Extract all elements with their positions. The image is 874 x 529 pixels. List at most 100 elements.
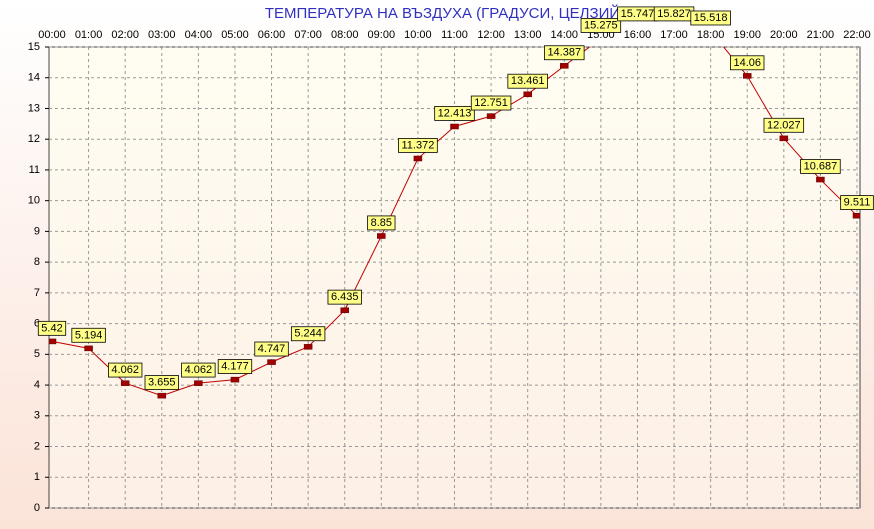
x-tick-label: 01:00 [75,29,103,41]
y-tick-label: 0 [34,502,40,514]
point-marker [816,176,825,183]
y-tick-label: 15 [28,41,40,53]
data-label: 5.42 [41,322,62,334]
data-label: 10.687 [804,160,838,172]
y-tick-label: 2 [34,440,40,452]
point-marker [303,344,313,350]
data-label-box [800,159,841,174]
data-label: 14.06 [733,57,761,69]
data-label: 4.062 [111,364,139,376]
data-label: 15.275 [584,19,618,31]
x-tick-label: 02:00 [111,29,139,41]
x-tick-label: 04:00 [185,29,213,41]
x-tick-label: 16:00 [624,29,652,41]
data-label-box [217,359,253,374]
y-tick-label: 5 [34,348,40,360]
point-marker [523,91,532,98]
point-marker [120,380,130,386]
data-label: 12.413 [438,107,472,119]
data-label-box [71,327,106,343]
x-tick-label: 11:00 [441,29,468,41]
point-marker [377,233,386,239]
x-tick-label: 09:00 [368,29,396,41]
x-tick-label: 19:00 [733,29,761,41]
data-label: 4.177 [221,361,249,373]
y-tick-label: 3 [34,410,40,422]
x-tick-label: 20:00 [770,29,798,41]
data-label: 13.461 [511,75,545,87]
x-tick-label: 07:00 [294,29,322,41]
data-label-box [544,45,585,61]
point-marker [194,380,203,386]
x-tick-label: 00:00 [38,29,66,41]
data-label: 3.655 [148,377,176,389]
data-label-box [290,326,326,342]
data-label-box [730,55,765,71]
point-marker [450,123,459,130]
y-tick-label: 13 [28,102,40,114]
point-marker [742,73,752,79]
y-tick-label: 10 [28,195,40,207]
x-tick-label: 10:00 [404,29,432,41]
point-marker [413,155,423,162]
data-label: 5.244 [294,328,322,340]
y-tick-label: 14 [28,72,40,84]
series-group [49,47,860,399]
x-tick-label: 17:00 [660,29,688,41]
data-label-box [254,341,289,357]
data-label: 5.194 [75,329,103,341]
x-tick-label: 22:00 [843,29,871,41]
point-marker [84,345,93,352]
x-tick-label: 13:00 [514,29,542,41]
data-label-box [507,73,548,89]
data-label-box [181,362,216,378]
data-label: 15.827 [657,8,691,20]
point-marker [486,113,496,119]
x-tick-label: 12:00 [477,29,505,41]
x-tick-label: 18:00 [697,29,725,41]
y-tick-label: 9 [34,225,40,237]
x-tick-label: 05:00 [221,29,249,41]
x-tick-label: 14:00 [551,29,579,41]
data-label-box [144,375,179,390]
point-marker [852,212,860,219]
point-marker [157,392,167,399]
data-label-box [398,138,438,153]
chart-title: ТЕМПЕРАТУРА НА ВЪЗДУХА (ГРАДУСИ, ЦЕЛЗИЙ) [265,4,625,22]
point-marker [340,307,349,313]
point-marker [560,63,569,69]
data-label: 9.511 [844,197,871,209]
point-marker [49,338,57,345]
data-label: 12.751 [474,97,508,109]
data-label-box [840,195,874,211]
y-tick-label: 7 [34,287,40,299]
data-label-box [470,95,512,111]
data-label-box [580,18,622,33]
x-tick-label: 08:00 [331,29,359,41]
x-tick-label: 21:00 [807,29,835,41]
x-tick-label: 03:00 [148,29,176,41]
data-label-box [367,215,396,231]
y-tick-label: 8 [34,256,40,268]
data-label-box [690,10,731,26]
y-tick-label: 11 [29,164,40,176]
data-label-box [434,106,475,121]
data-label: 12.027 [767,119,801,131]
data-label: 4.062 [185,364,213,376]
y-tick-label: 12 [28,133,40,145]
data-label: 15.518 [694,12,728,24]
data-label: 6.435 [331,291,359,303]
data-label-box [327,289,362,305]
point-marker [267,359,276,365]
data-label: 4.747 [258,343,286,355]
y-tick-label: 1 [34,471,40,483]
data-label: 15.747 [621,8,655,20]
data-label: 8.85 [371,217,392,229]
data-label-box [763,117,805,133]
data-label: 11.372 [401,139,434,151]
y-tick-label: 4 [34,379,40,391]
x-tick-label: 06:00 [258,29,286,41]
data-label-box [108,362,143,378]
point-marker [230,376,240,383]
